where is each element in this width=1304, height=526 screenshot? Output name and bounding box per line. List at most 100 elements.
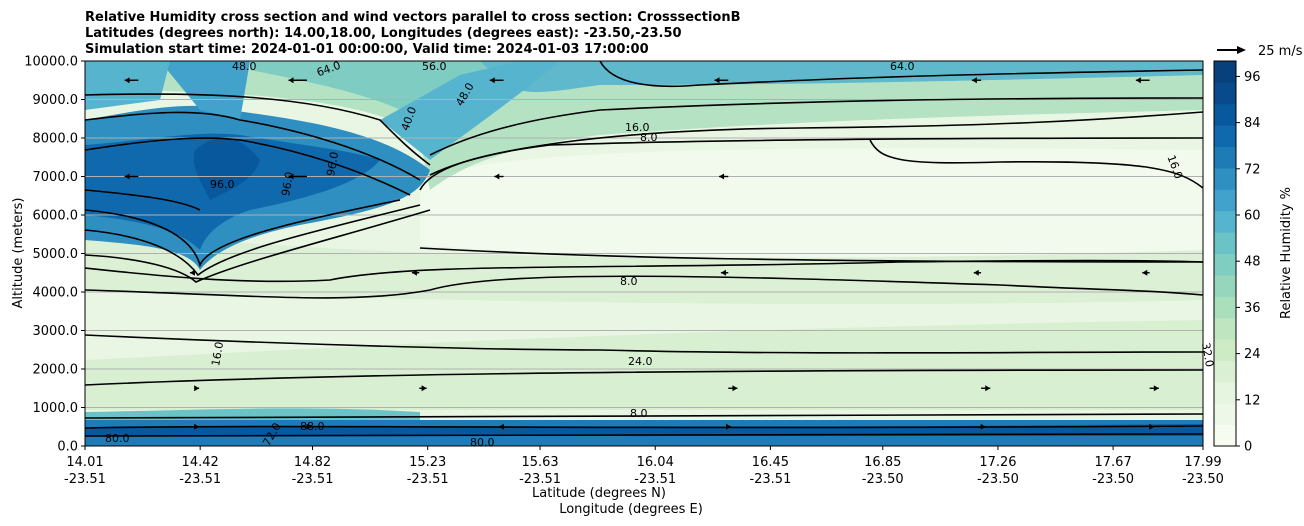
y-tick-label: 10000.0 [24,55,78,70]
contour-label: 96.0 [324,151,341,177]
x-tick-label-lon: -23.51 [634,472,676,487]
colorbar-segment [1214,146,1236,169]
colorbar-segment [1214,103,1236,126]
chart-title-line-2: Latitudes (degrees north): 14.00,18.00, … [85,26,682,41]
wind-vectors [124,77,1159,430]
y-tick-label: 9000.0 [33,93,79,108]
colorbar-label: Relative Humidity % [1279,187,1294,319]
wind-arrow [419,385,427,392]
x-tick-label-lon: -23.51 [519,472,561,487]
contour-label: 24.0 [628,355,653,368]
wind-arrow [980,423,986,430]
colorbar-segment [1214,253,1236,276]
wind-arrow [1149,423,1155,430]
contour-label: 88.0 [300,420,325,433]
colorbar-tick-label: 96 [1244,70,1261,85]
wind-arrow [194,385,200,392]
wind-arrow [726,423,732,430]
colorbar-tick-label: 36 [1244,301,1261,316]
wind-arrow [124,173,139,180]
quiver-key-label: 25 m/s [1258,44,1303,59]
wind-arrow [489,77,504,84]
colorbar-segment [1214,189,1236,212]
x-tick-label-lat: 14.42 [182,455,219,470]
x-tick-label-lat: 16.04 [637,455,674,470]
wind-arrow [1149,385,1159,392]
x-tick-label-lat: 17.26 [979,455,1016,470]
x-axis-label-latitude: Latitude (degrees N) [532,486,666,501]
wind-arrow [1142,269,1150,276]
wind-arrow [411,269,420,276]
colorbar-frame [1213,60,1237,447]
wind-arrow [971,77,982,84]
colorbar-segment [1214,403,1236,426]
wind-arrow [189,269,195,276]
contour-lines [85,61,1203,437]
x-tick-label-lat: 15.63 [521,455,558,470]
x-tick-label-lon: -23.51 [179,472,221,487]
colorbar-segment [1214,210,1236,233]
wind-arrow [720,269,729,276]
x-axis: 14.01 -23.51 14.42 -23.51 14.82 -23.51 15.23 -2… [64,446,1224,487]
y-tick-label: 4000.0 [33,286,79,301]
contour-label: 56.0 [422,60,447,73]
x-tick-label-lon: -23.50 [1182,472,1224,487]
contour-label: 64.0 [890,60,915,73]
colorbar-tick-label: 24 [1244,347,1261,362]
x-tick-label-lon: -23.50 [977,472,1019,487]
contour-label: 80.0 [470,436,495,449]
colorbar-segment [1214,360,1236,383]
x-tick-label-lat: 17.99 [1184,455,1221,470]
colorbar-segment [1214,125,1236,148]
y-tick-label: 2000.0 [33,363,79,378]
colorbar-segment [1214,82,1236,105]
colorbar-segment [1214,424,1236,447]
y-tick-label: 3000.0 [33,324,79,339]
colorbar-tick-label: 48 [1244,255,1261,270]
wind-arrow [288,173,307,180]
x-tick-label-lat: 14.82 [294,455,331,470]
contour-label: 16.0 [625,121,650,134]
contour-label: 8.0 [620,275,638,288]
colorbar-segment [1214,339,1236,361]
wind-arrow [728,385,738,392]
wind-arrow [494,173,504,180]
colorbar-segment [1214,274,1236,297]
x-tick-label-lat: 17.67 [1095,455,1132,470]
colorbar-segment [1214,381,1236,404]
wind-arrow [719,173,729,180]
x-axis-label-longitude: Longitude (degrees E) [559,502,703,517]
arrow-right-icon [1237,46,1246,54]
x-tick-label-lon: -23.50 [862,472,904,487]
wind-arrow [981,385,991,392]
wind-arrow [498,423,504,430]
x-tick-label-lon: -23.51 [64,472,106,487]
contour-label: 8.0 [630,407,648,420]
wind-arrow [124,77,139,84]
colorbar-tick-label: 72 [1244,162,1261,177]
colorbar-segment [1214,61,1236,83]
colorbar-tick-label: 0 [1244,440,1252,455]
colorbar-segment [1214,232,1236,254]
x-tick-label-lon: -23.51 [749,472,791,487]
plot-area: 8.0 8.0 8.0 16.0 16.0 16.0 24.0 32.0 40.… [24,55,1224,488]
wind-arrow [306,423,312,430]
wind-arrow [1135,77,1150,84]
colorbar-tick-label: 12 [1244,393,1261,408]
wind-arrow [194,423,200,430]
x-tick-label-lat: 16.85 [864,455,901,470]
y-gridlines [85,99,1203,408]
contour-label: 96.0 [210,178,235,191]
x-tick-label-lat: 14.01 [66,455,103,470]
colorbar-tick-label: 60 [1244,209,1261,224]
colorbar-segment [1214,296,1236,319]
x-tick-label-lon: -23.51 [407,472,449,487]
y-tick-label: 0.0 [57,440,78,455]
contour-label: 80.0 [105,432,130,445]
contour-label: 96.0 [279,171,296,197]
y-tick-label: 1000.0 [33,401,79,416]
x-tick-label-lat: 16.45 [752,455,789,470]
colorbar-segment [1214,317,1236,340]
y-tick-label: 5000.0 [33,247,79,262]
contour-label: 48.0 [232,60,257,73]
